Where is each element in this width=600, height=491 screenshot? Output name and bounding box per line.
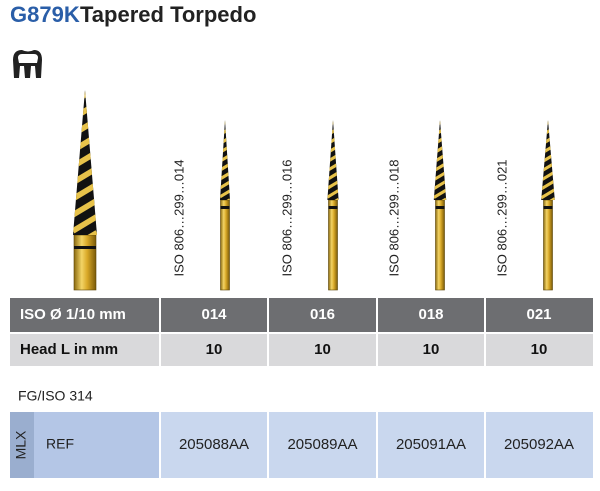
row-label: ISO Ø 1/10 mm xyxy=(20,306,126,323)
ref-cell: 205091AA xyxy=(396,436,466,453)
cell: 014 xyxy=(201,306,227,323)
cell: 021 xyxy=(526,306,551,323)
bur-shank xyxy=(543,199,553,291)
cell: 10 xyxy=(423,341,440,358)
spiral-line xyxy=(220,180,230,190)
spiral-line xyxy=(73,214,97,234)
spec-row-bg xyxy=(10,334,593,366)
spec-row-bg xyxy=(10,298,593,332)
bur-ring xyxy=(328,206,338,209)
shank-label: FG/ISO 314 xyxy=(18,388,93,404)
spiral-line xyxy=(541,197,555,200)
spiral-line xyxy=(73,181,97,202)
spiral-line xyxy=(433,179,447,190)
spiral-line xyxy=(327,189,339,199)
spiral-line xyxy=(433,170,447,182)
cell: 016 xyxy=(310,306,335,323)
spiral-line xyxy=(327,171,339,181)
iso-code: ISO 806…299…014 xyxy=(171,159,186,276)
iso-code: ISO 806…299…016 xyxy=(279,159,294,276)
ref-cell: 205088AA xyxy=(179,436,249,453)
cell: 018 xyxy=(418,306,443,323)
bur-shank xyxy=(73,234,97,291)
cell: 10 xyxy=(206,341,223,358)
spiral-line xyxy=(433,188,447,199)
bur-ring xyxy=(220,206,230,209)
bur-ring xyxy=(543,206,553,209)
spiral-line xyxy=(220,171,230,181)
bur-ring xyxy=(74,246,96,249)
ref-cell: 205089AA xyxy=(287,436,357,453)
tooth-icon-crown xyxy=(18,54,38,63)
bur-shank xyxy=(435,199,445,291)
iso-code: ISO 806…299…021 xyxy=(494,159,509,276)
product-code: G879K xyxy=(10,2,80,27)
cell: 10 xyxy=(314,341,331,358)
ref-label: REF xyxy=(46,436,74,452)
ref-group-bg xyxy=(10,412,34,478)
group-label: MLX xyxy=(13,430,29,459)
spiral-line xyxy=(220,189,230,199)
spiral-line xyxy=(541,188,555,200)
product-title: Tapered Torpedo xyxy=(80,2,256,27)
row-label: Head L in mm xyxy=(20,341,118,358)
iso-code: ISO 806…299…018 xyxy=(386,159,401,276)
spiral-line xyxy=(541,179,555,191)
bur-shank xyxy=(328,199,338,291)
ref-label-bg xyxy=(10,412,160,478)
ref-cell: 205092AA xyxy=(504,436,574,453)
spiral-line xyxy=(327,180,339,190)
spiral-line xyxy=(73,197,97,218)
cell: 10 xyxy=(531,341,548,358)
bur-shank xyxy=(220,199,230,291)
bur-ring xyxy=(435,206,445,209)
